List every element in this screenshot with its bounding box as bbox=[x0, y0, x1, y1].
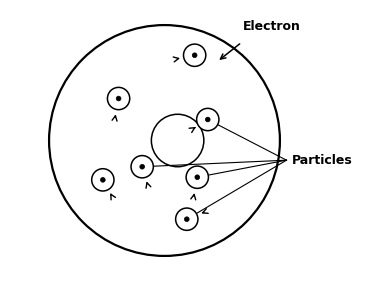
Circle shape bbox=[140, 164, 145, 169]
Circle shape bbox=[197, 108, 219, 131]
Text: Electron: Electron bbox=[243, 20, 301, 33]
Circle shape bbox=[131, 156, 153, 178]
Circle shape bbox=[184, 44, 206, 66]
Circle shape bbox=[184, 217, 189, 221]
Circle shape bbox=[92, 169, 114, 191]
Circle shape bbox=[107, 87, 130, 110]
Circle shape bbox=[205, 117, 210, 122]
Circle shape bbox=[100, 178, 105, 182]
Circle shape bbox=[176, 208, 198, 230]
Circle shape bbox=[192, 53, 197, 58]
Circle shape bbox=[186, 166, 208, 188]
Circle shape bbox=[116, 96, 121, 101]
Circle shape bbox=[195, 175, 200, 180]
Text: Particles: Particles bbox=[292, 154, 352, 167]
